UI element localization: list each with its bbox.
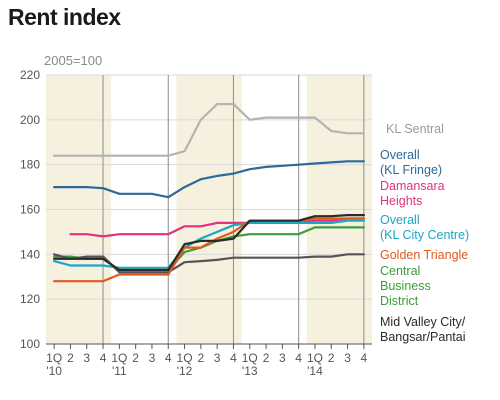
- x-tick-label: 1Q: [307, 351, 323, 365]
- x-tick-label: 3: [149, 351, 156, 365]
- legend-line: Overall: [380, 148, 420, 162]
- y-tick-label: 140: [20, 247, 40, 261]
- legend-entry: Golden Triangle: [380, 248, 468, 262]
- x-year-label: '11: [112, 364, 127, 378]
- x-year-label: '12: [177, 364, 193, 378]
- legend-line: Heights: [380, 194, 422, 208]
- series-line: [52, 214, 365, 272]
- legend-line: District: [380, 294, 419, 308]
- chart-subtitle: 2005=100: [44, 53, 103, 68]
- legend-line: Mid Valley City/: [380, 315, 466, 329]
- legend-line: (KL Fringe): [380, 163, 442, 177]
- legend-line: Overall: [380, 213, 420, 227]
- chart-title: Rent index: [8, 4, 121, 30]
- x-tick-label: 4: [100, 351, 107, 365]
- series-line: [52, 217, 365, 283]
- legend-entry: Mid Valley City/Bangsar/Pantai: [380, 315, 466, 344]
- legend-line: Central: [380, 264, 420, 278]
- legend-line: Bangsar/Pantai: [380, 330, 465, 344]
- x-tick-label: 2: [328, 351, 335, 365]
- x-tick-label: 4: [230, 351, 237, 365]
- series-line: [52, 253, 365, 274]
- legend-line: KL Sentral: [386, 122, 444, 136]
- x-tick-label: 2: [263, 351, 270, 365]
- series-line: [69, 217, 365, 238]
- x-tick-label: 4: [361, 351, 368, 365]
- legend-line: Damansara: [380, 179, 445, 193]
- x-tick-label: 1Q: [177, 351, 193, 365]
- legend-entry: Overall (KL Fringe): [380, 148, 442, 177]
- y-tick-label: 180: [20, 158, 40, 172]
- y-tick-label: 160: [20, 203, 40, 217]
- series-line: [52, 219, 365, 269]
- legend-entry: KL Sentral: [386, 122, 444, 136]
- x-year-label: '13: [242, 364, 258, 378]
- x-tick-label: 3: [344, 351, 351, 365]
- legend-line: Business: [380, 279, 431, 293]
- legend-entry: Overall (KL City Centre): [380, 213, 469, 242]
- y-tick-label: 200: [20, 113, 40, 127]
- x-year-label: '14: [307, 364, 323, 378]
- x-tick-label: 2: [67, 351, 74, 365]
- y-tick-label: 100: [20, 337, 40, 351]
- x-tick-label: 4: [165, 351, 172, 365]
- legend-entry: Damansara Heights: [380, 179, 445, 208]
- x-year-label: '10: [46, 364, 62, 378]
- series-line: [52, 102, 365, 157]
- x-tick-label: 3: [83, 351, 90, 365]
- legend-entry: Central Business District: [380, 264, 431, 308]
- series-line: [52, 160, 365, 199]
- x-tick-label: 3: [214, 351, 221, 365]
- x-tick-label: 4: [295, 351, 302, 365]
- x-tick-label: 2: [198, 351, 205, 365]
- x-tick-label: 2: [132, 351, 139, 365]
- x-tick-label: 1Q: [242, 351, 258, 365]
- x-tick-label: 3: [279, 351, 286, 365]
- legend-line: Golden Triangle: [380, 248, 468, 262]
- y-tick-label: 120: [20, 292, 40, 306]
- x-tick-label: 1Q: [111, 351, 127, 365]
- legend-line: (KL City Centre): [380, 228, 469, 242]
- x-tick-label: 1Q: [46, 351, 62, 365]
- y-tick-label: 220: [20, 68, 40, 82]
